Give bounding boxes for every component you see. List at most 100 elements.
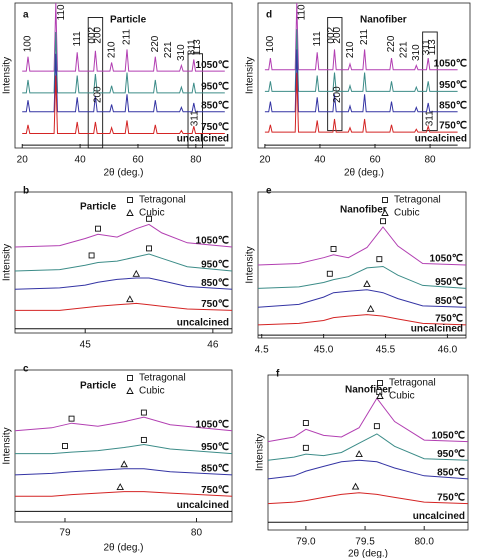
phase-marker (373, 423, 380, 430)
x-tick-label: 45 (80, 340, 92, 351)
series-label: uncalcined (411, 324, 463, 335)
peak-label: 200 (332, 26, 343, 43)
panel-letter: c (23, 364, 29, 375)
series-label: 850℃ (201, 278, 229, 289)
series-label: uncalcined (415, 134, 467, 145)
x-tick-label: 60 (369, 155, 381, 166)
x-tick-label: 20 (259, 155, 271, 166)
phase-marker (351, 482, 360, 490)
series-line (15, 302, 233, 311)
x-tick-label: 45.5 (376, 345, 396, 356)
legend-symbol (377, 380, 383, 386)
series-label: 950℃ (201, 260, 229, 271)
legend-symbol (126, 209, 134, 216)
peak-label: 221 (163, 41, 174, 58)
series-line (14, 468, 233, 476)
peak-label: 210 (107, 41, 118, 58)
panel-letter: d (266, 10, 272, 21)
peak-label: 100 (23, 35, 34, 52)
series-label: 850℃ (435, 296, 463, 307)
peak-label: 111 (312, 31, 323, 47)
series-line (267, 459, 469, 480)
panel-letter: b (23, 186, 29, 197)
phase-marker (62, 443, 68, 449)
legend-label: Cubic (139, 386, 165, 397)
x-tick-label: 80 (191, 528, 203, 539)
peak-label: 220 (150, 35, 161, 52)
peak-label: 110 (297, 4, 308, 20)
legend-label: Cubic (394, 208, 420, 219)
series-label: 950℃ (201, 442, 229, 453)
series-line (22, 2, 225, 72)
phase-marker (126, 295, 134, 303)
series-line (267, 397, 469, 443)
series-label: 1050℃ (434, 58, 467, 69)
series-line (257, 314, 467, 326)
series-label: 1050℃ (430, 254, 463, 265)
x-tick-label: 79 (59, 528, 71, 539)
x-tick-label: 45.0 (314, 345, 334, 356)
phase-marker (68, 415, 75, 422)
series-line (257, 226, 467, 266)
peak-label: 311 (186, 39, 197, 55)
peak-label: 002 (87, 26, 98, 43)
peak-label: 221 (399, 41, 410, 58)
legend-label: Tetragonal (139, 373, 186, 384)
series-label: 750℃ (439, 121, 467, 132)
plot-frame (14, 369, 233, 523)
series-line (15, 443, 233, 455)
x-tick-label: 20 (17, 155, 29, 166)
phase-marker (146, 245, 152, 252)
peak-label: 200 (93, 26, 104, 43)
peak-label: 210 (345, 41, 356, 58)
panel-title: Nanofiber (340, 205, 387, 216)
legend-label: Cubic (139, 208, 165, 219)
series-line (22, 75, 225, 134)
series-line (264, 49, 458, 113)
phase-marker (132, 269, 141, 277)
highlight-box (327, 17, 343, 132)
series-label: 850℃ (437, 467, 465, 478)
peak-label: 211 (122, 29, 133, 45)
series-label: 1050℃ (196, 419, 229, 430)
peak-label: 100 (265, 35, 276, 52)
peak-label: 200 (332, 86, 343, 103)
legend-symbol (127, 375, 133, 381)
series-label: 950℃ (437, 449, 465, 460)
x-tick-label: 79.5 (355, 537, 375, 548)
phase-marker (116, 483, 124, 490)
legend-symbol (382, 197, 388, 203)
phase-marker (363, 280, 371, 287)
peak-label: 220 (386, 35, 397, 52)
series-line (257, 265, 467, 289)
highlight-box (87, 17, 104, 149)
x-tick-label: 40 (314, 155, 326, 166)
series-label: uncalcined (177, 317, 229, 328)
phase-marker (376, 256, 383, 263)
x-axis-label: 2θ (deg.) (344, 168, 384, 179)
y-axis-label: Intensity (255, 434, 266, 471)
series-label: 1050℃ (196, 236, 229, 247)
y-axis-label: Intensity (2, 244, 13, 281)
peak-label: 113 (192, 39, 203, 55)
y-axis-label: Intensity (245, 57, 256, 94)
x-tick-label: 40 (75, 155, 87, 166)
phase-marker (330, 245, 337, 252)
y-axis-label: Intensity (245, 246, 256, 283)
phase-marker (302, 420, 309, 426)
phase-marker (88, 252, 95, 259)
plot-frame (14, 2, 233, 149)
phase-marker (366, 304, 375, 312)
series-label: 850℃ (439, 100, 467, 111)
peak-label: 200 (93, 86, 104, 103)
x-tick-label: 46 (207, 340, 219, 351)
series-line (264, 2, 458, 71)
series-label: 1050℃ (432, 430, 465, 441)
phase-marker (380, 218, 386, 225)
x-axis-label: 2θ (deg.) (348, 549, 388, 558)
phase-marker (140, 436, 147, 443)
peak-label: 311 (421, 39, 432, 55)
series-line (14, 223, 233, 248)
x-axis-label: 2θ (deg.) (103, 168, 143, 179)
